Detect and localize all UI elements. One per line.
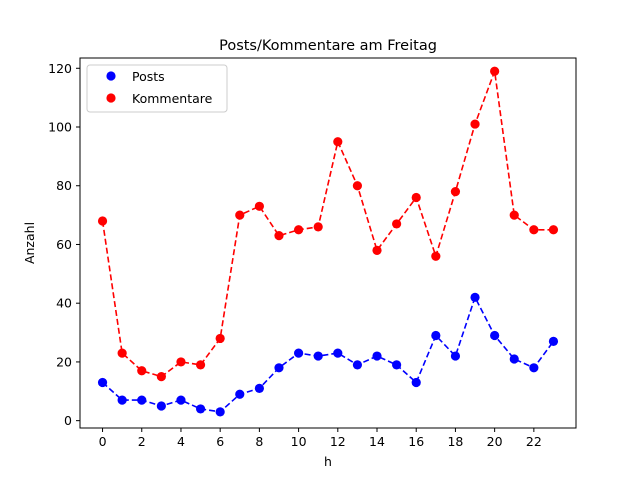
x-tick-label-14: 14 [369,434,385,449]
legend-posts-label: Posts [132,69,165,84]
y-tick-label-60: 60 [56,237,72,252]
x-tick-label-18: 18 [447,434,463,449]
x-axis: 0 2 4 6 8 10 12 14 16 18 20 22 [99,428,542,449]
data-point-posts-6 [215,407,225,417]
data-point-posts-3 [156,401,166,411]
y-tick-label-80: 80 [56,178,72,193]
legend-kommentare-label: Kommentare [132,91,213,106]
plot-area-frame [79,57,577,429]
data-point-kommentare-20 [490,66,500,76]
x-tick-label-20: 20 [487,434,503,449]
data-point-kommentare-2 [137,366,147,376]
y-tick-label-20: 20 [56,354,72,369]
y-axis-label: Anzahl [22,222,37,264]
data-point-posts-5 [195,404,206,414]
data-point-posts-11 [313,351,323,361]
data-point-posts-18 [450,351,461,361]
data-point-posts-2 [137,395,147,405]
data-point-kommentare-23 [548,225,559,235]
x-tick-label-12: 12 [330,434,346,449]
series-layer [97,66,559,417]
data-point-posts-19 [470,292,480,302]
data-point-kommentare-0 [97,216,108,226]
y-tick-label-120: 120 [48,61,72,76]
data-point-kommentare-4 [176,357,186,367]
x-tick-label-4: 4 [177,434,185,449]
chart-title: Posts/Kommentare am Freitag [219,38,437,54]
data-point-kommentare-22 [529,225,539,235]
data-point-kommentare-17 [431,251,441,261]
data-point-kommentare-12 [333,137,343,147]
data-point-kommentare-9 [274,231,284,241]
data-point-kommentare-5 [195,360,206,370]
data-point-kommentare-21 [509,210,519,220]
data-point-kommentare-8 [254,201,264,211]
data-point-posts-23 [548,336,559,346]
data-point-posts-12 [333,348,343,358]
x-tick-label-6: 6 [216,434,224,449]
y-tick-label-40: 40 [56,296,72,311]
legend-kommentare-marker [106,93,116,103]
data-point-kommentare-11 [313,222,323,232]
data-point-posts-14 [372,351,382,361]
data-point-posts-8 [254,383,264,393]
data-point-kommentare-18 [450,187,461,197]
data-point-kommentare-7 [235,210,245,220]
data-point-kommentare-19 [470,119,480,129]
legend-frame [86,64,228,113]
x-tick-label-16: 16 [408,434,424,449]
y-tick-label-100: 100 [48,120,72,135]
data-point-posts-13 [352,360,363,370]
data-point-kommentare-16 [411,192,421,203]
y-tick-label-0: 0 [64,413,72,428]
data-point-posts-10 [293,348,304,358]
data-point-posts-4 [176,395,186,405]
data-point-posts-16 [411,377,421,388]
data-point-posts-7 [235,389,245,399]
x-tick-label-10: 10 [291,434,307,449]
data-point-kommentare-15 [392,219,402,229]
x-tick-label-22: 22 [526,434,542,449]
data-point-posts-9 [274,363,284,373]
data-point-kommentare-14 [372,245,382,255]
legend-posts-marker [106,71,116,81]
y-axis: 0 20 40 60 80 100 120 [48,61,80,428]
data-point-kommentare-6 [215,333,225,344]
data-point-posts-17 [431,330,441,341]
data-point-kommentare-1 [117,348,127,358]
data-point-kommentare-3 [156,372,166,382]
data-point-posts-15 [392,360,402,370]
x-axis-label: h [324,454,332,469]
data-point-posts-1 [117,395,127,405]
x-tick-label-8: 8 [255,434,263,449]
data-point-posts-0 [97,377,108,388]
data-point-posts-20 [490,330,500,341]
x-tick-label-2: 2 [138,434,146,449]
legend: Posts Kommentare [86,64,228,113]
data-point-kommentare-13 [352,181,363,191]
data-point-posts-22 [529,363,539,373]
data-point-posts-21 [509,354,519,364]
data-point-kommentare-10 [293,225,304,235]
x-tick-label-0: 0 [99,434,107,449]
